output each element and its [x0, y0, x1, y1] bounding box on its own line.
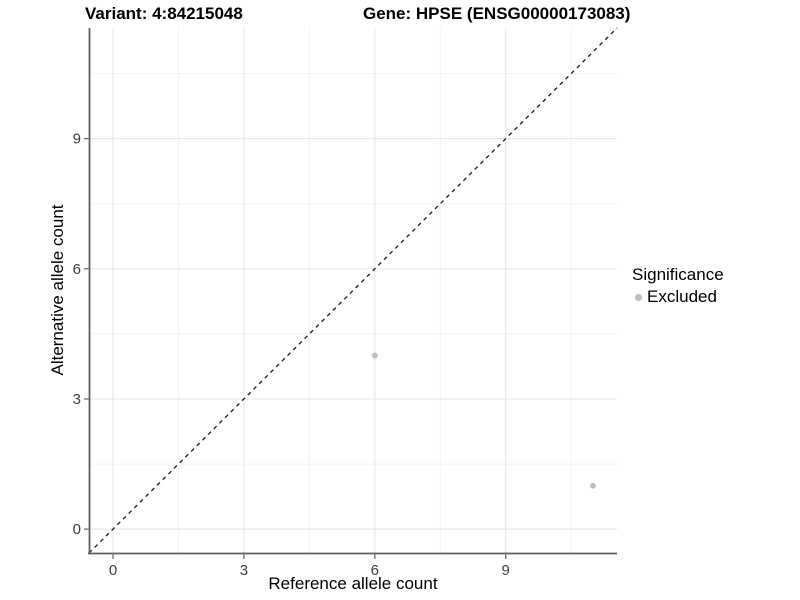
data-point: [590, 482, 596, 489]
legend-point-icon: [635, 293, 642, 301]
x-tick-label: 0: [109, 562, 117, 579]
legend-item-label: Excluded: [647, 287, 717, 306]
y-tick-label: 0: [73, 521, 81, 538]
gene-title: Gene: HPSE (ENSG00000173083): [363, 4, 631, 23]
data-point: [371, 352, 378, 359]
x-axis-title: Reference allele count: [268, 574, 438, 593]
y-tick-label: 3: [73, 391, 81, 408]
x-tick-label: 3: [240, 562, 248, 579]
y-axis-title: Alternative allele count: [48, 204, 67, 376]
x-tick-label: 6: [371, 562, 379, 579]
legend-title: Significance: [632, 265, 724, 284]
legend-item-excluded: Excluded: [632, 287, 724, 307]
x-tick-label: 9: [502, 562, 510, 579]
identity-reference-line: [88, 27, 618, 554]
y-tick-label: 9: [73, 131, 81, 148]
legend: Significance Excluded: [632, 265, 724, 307]
y-tick-label: 6: [73, 261, 81, 278]
variant-title: Variant: 4:84215048: [85, 4, 243, 23]
